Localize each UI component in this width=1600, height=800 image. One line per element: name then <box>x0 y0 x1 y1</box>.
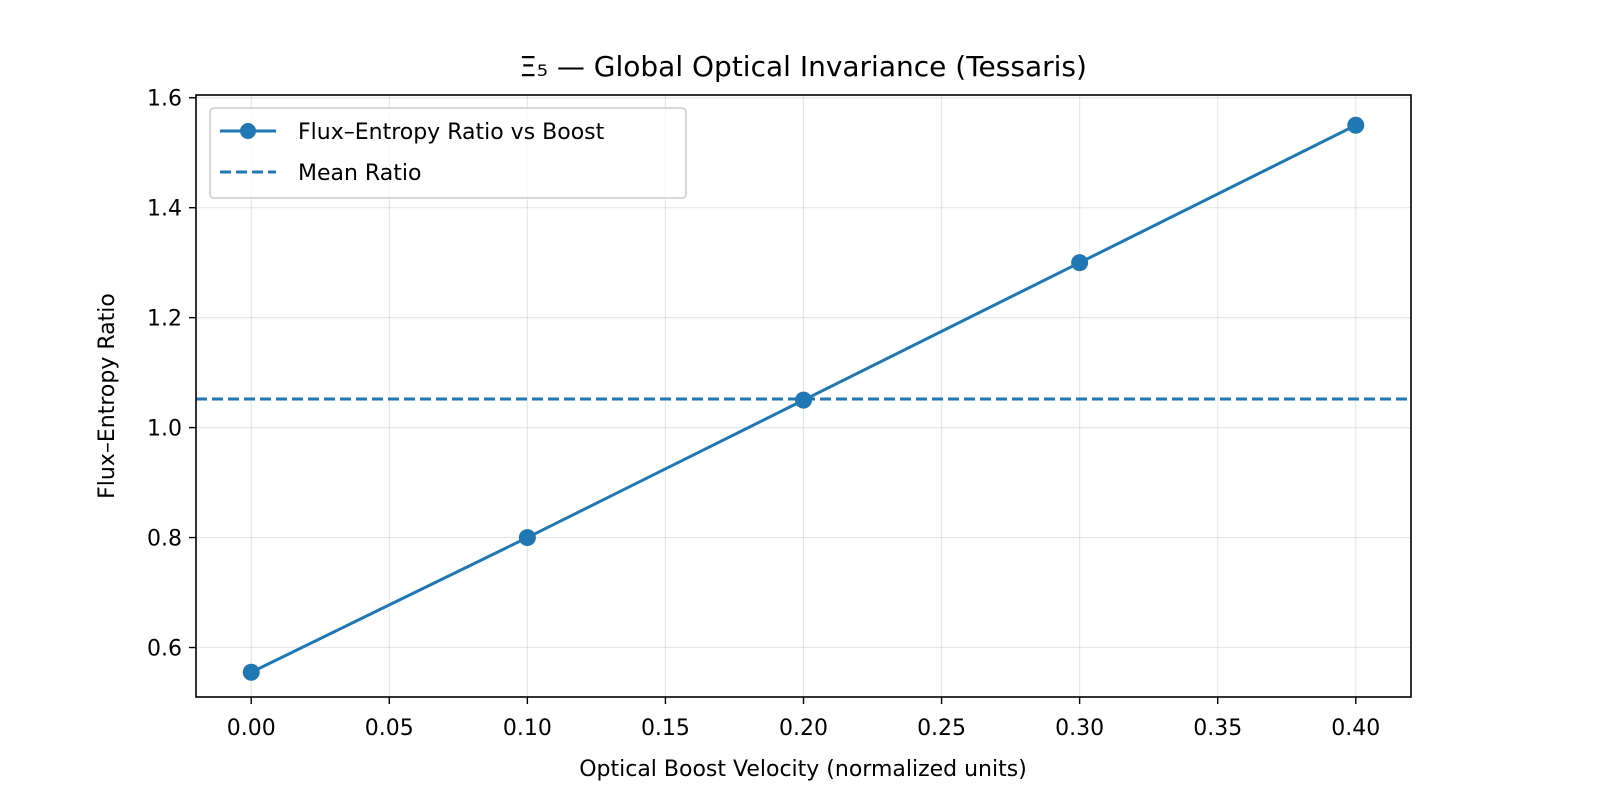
y-axis-label: Flux–Entropy Ratio <box>95 293 120 499</box>
x-tick-label: 0.05 <box>365 716 414 741</box>
legend-box <box>209 107 687 199</box>
x-tick-label: 0.00 <box>227 716 276 741</box>
x-tick-label: 0.35 <box>1193 716 1242 741</box>
legend: Flux–Entropy Ratio vs Boost Mean Ratio <box>209 107 687 199</box>
data-point <box>1071 254 1089 272</box>
x-tick-label: 0.15 <box>641 716 690 741</box>
y-tick-label: 0.6 <box>147 637 182 662</box>
y-tick-label: 1.0 <box>147 417 182 442</box>
x-axis-label: Optical Boost Velocity (normalized units… <box>579 757 1027 782</box>
series-points <box>242 116 1365 681</box>
y-tick-label: 1.6 <box>147 87 182 112</box>
data-point <box>795 391 812 409</box>
x-tick-label: 0.40 <box>1331 716 1380 741</box>
legend-marker-series <box>240 123 256 139</box>
chart-title: Ξ₅ — Global Optical Invariance (Tessaris… <box>519 50 1087 83</box>
data-point <box>518 529 536 547</box>
y-axis-ticks: 0.6 0.8 1.0 1.2 1.4 1.6 <box>147 87 196 662</box>
plot-area <box>196 116 1411 681</box>
legend-label-mean: Mean Ratio <box>298 161 421 186</box>
x-tick-label: 0.20 <box>779 716 828 741</box>
x-tick-label: 0.25 <box>917 716 966 741</box>
y-tick-label: 1.2 <box>147 307 182 332</box>
legend-label-series: Flux–Entropy Ratio vs Boost <box>298 120 605 145</box>
data-point <box>242 663 260 681</box>
x-tick-label: 0.30 <box>1055 716 1104 741</box>
y-tick-label: 0.8 <box>147 527 182 552</box>
x-tick-label: 0.10 <box>503 716 552 741</box>
y-tick-label: 1.4 <box>147 197 182 222</box>
x-axis-ticks: 0.00 0.05 0.10 0.15 0.20 0.25 0.30 0.35 0.40 <box>227 697 1380 741</box>
data-point <box>1347 116 1365 134</box>
